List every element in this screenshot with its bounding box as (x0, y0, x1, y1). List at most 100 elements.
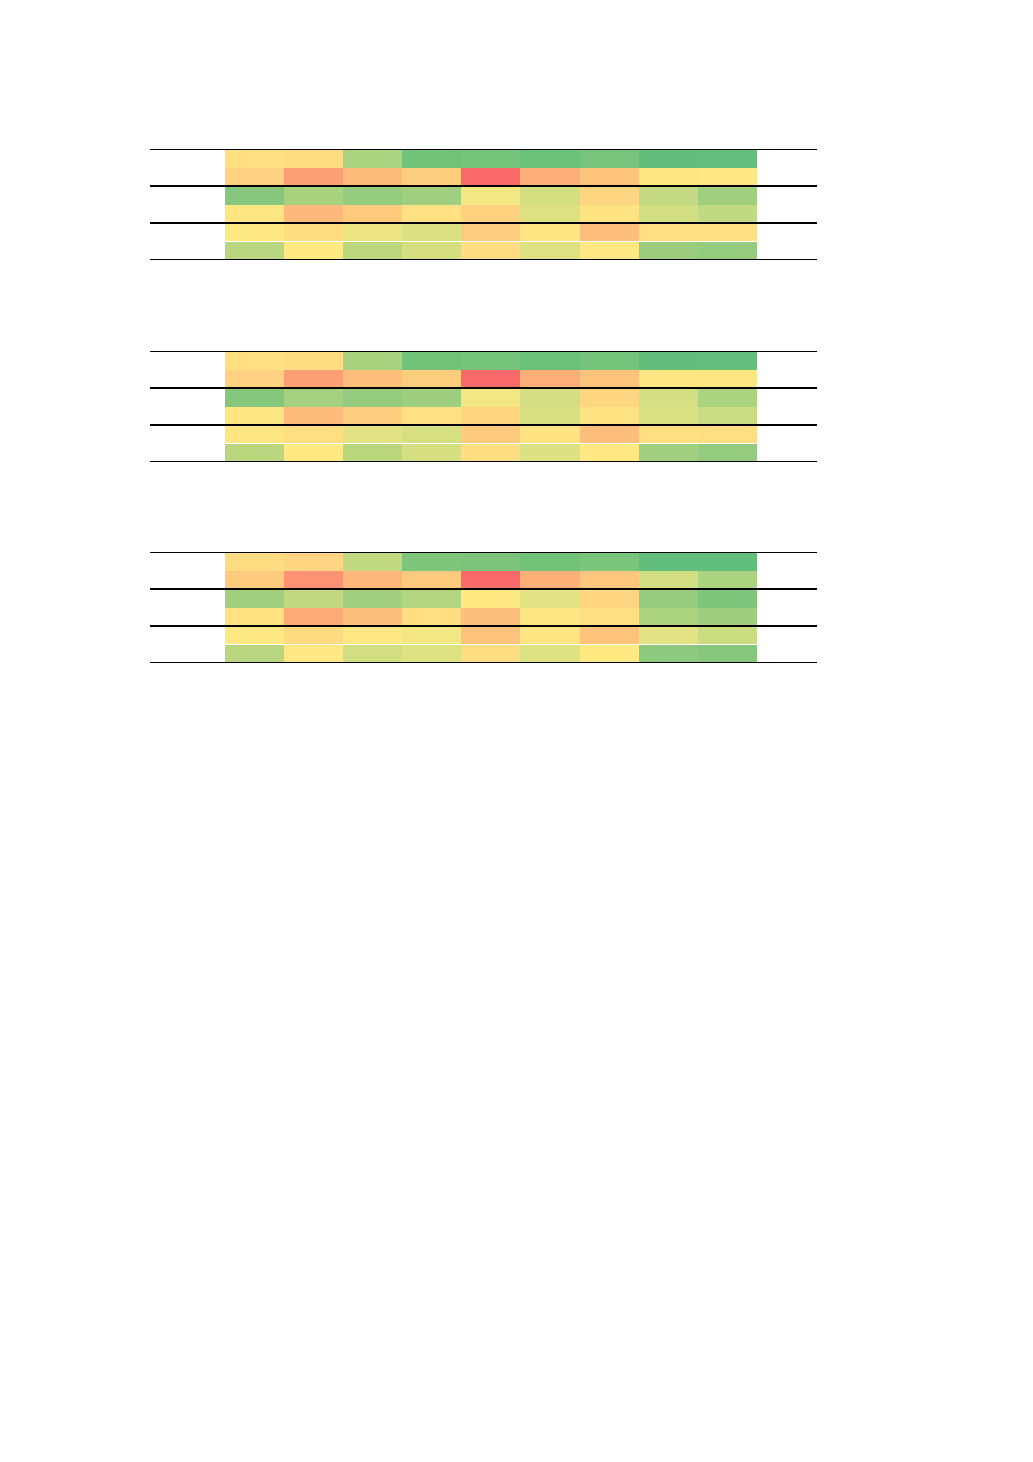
table-row (225, 552, 757, 571)
table-cell (225, 186, 285, 205)
table-cell (343, 204, 403, 224)
table-cell (697, 425, 757, 444)
table-cell (284, 443, 344, 462)
table-cell (343, 241, 403, 260)
table-cell (520, 552, 580, 571)
table-row (225, 223, 757, 242)
table-cell (461, 388, 521, 407)
table-cell (579, 644, 639, 663)
table-cell (402, 149, 462, 168)
table-cell (225, 351, 285, 370)
table-cell (697, 552, 757, 571)
table-cell (461, 425, 521, 444)
table-cell (697, 186, 757, 205)
table-row (225, 443, 757, 462)
table-cell (284, 223, 344, 242)
table-row (225, 570, 757, 590)
table-cell (520, 570, 580, 590)
table-cell (284, 204, 344, 224)
table-cell (402, 204, 462, 224)
table-cell (225, 204, 285, 224)
table-cell (284, 369, 344, 389)
table-cell (284, 241, 344, 260)
table-cell (638, 369, 698, 389)
table-cell (697, 149, 757, 168)
table-cell (461, 167, 521, 187)
table-cell (284, 589, 344, 608)
table-cell (402, 241, 462, 260)
table-cell (461, 204, 521, 224)
top-rule (150, 148, 817, 150)
table-cell (697, 167, 757, 187)
table-cell (520, 369, 580, 389)
table-cell (520, 607, 580, 627)
table-cell (402, 644, 462, 663)
table-cell (343, 425, 403, 444)
table-cell (579, 626, 639, 645)
table-cell (638, 607, 698, 627)
table-cell (343, 607, 403, 627)
table-cell (520, 589, 580, 608)
table-row (225, 351, 757, 370)
table-cell (402, 369, 462, 389)
table-cell (461, 406, 521, 426)
table-cell (225, 167, 285, 187)
table-cell (284, 388, 344, 407)
table-row (225, 186, 757, 205)
table-cell (520, 223, 580, 242)
table-cell (638, 425, 698, 444)
table-cell (697, 223, 757, 242)
table-row (225, 589, 757, 608)
table-cell (343, 388, 403, 407)
table-cell (402, 552, 462, 571)
table-cell (461, 644, 521, 663)
table-cell (284, 425, 344, 444)
table-row (225, 149, 757, 168)
bottom-rule (150, 258, 817, 260)
table-cell (579, 351, 639, 370)
table-cell (520, 186, 580, 205)
top-rule (150, 551, 817, 553)
table-cell (284, 186, 344, 205)
table-cell (284, 552, 344, 571)
table-cell (402, 589, 462, 608)
table-cell (402, 406, 462, 426)
table-cell (402, 388, 462, 407)
table-cell (461, 626, 521, 645)
table-row (225, 607, 757, 627)
table-cell (402, 570, 462, 590)
table-cell (461, 241, 521, 260)
table-row (225, 241, 757, 260)
table-cell (284, 351, 344, 370)
table-cell (343, 552, 403, 571)
table-cell (697, 607, 757, 627)
table-row (225, 425, 757, 444)
table-cell (343, 149, 403, 168)
table-cell (520, 149, 580, 168)
table-cell (579, 149, 639, 168)
table-row (225, 644, 757, 663)
table-cell (225, 626, 285, 645)
table-cell (638, 589, 698, 608)
table-cell (697, 626, 757, 645)
table-cell (225, 241, 285, 260)
table-cell (225, 406, 285, 426)
table-cell (638, 644, 698, 663)
table-cell (461, 351, 521, 370)
table-cell (520, 425, 580, 444)
table-cell (343, 626, 403, 645)
table-cell (284, 626, 344, 645)
table-row (225, 369, 757, 389)
table-cell (638, 241, 698, 260)
table-cell (520, 626, 580, 645)
table-cell (520, 443, 580, 462)
table-cell (579, 607, 639, 627)
table-cell (697, 406, 757, 426)
table-cell (343, 406, 403, 426)
group-divider (150, 387, 817, 389)
table-cell (343, 351, 403, 370)
table-cell (402, 223, 462, 242)
table-cell (579, 388, 639, 407)
table-cell (579, 223, 639, 242)
table-cell (343, 570, 403, 590)
